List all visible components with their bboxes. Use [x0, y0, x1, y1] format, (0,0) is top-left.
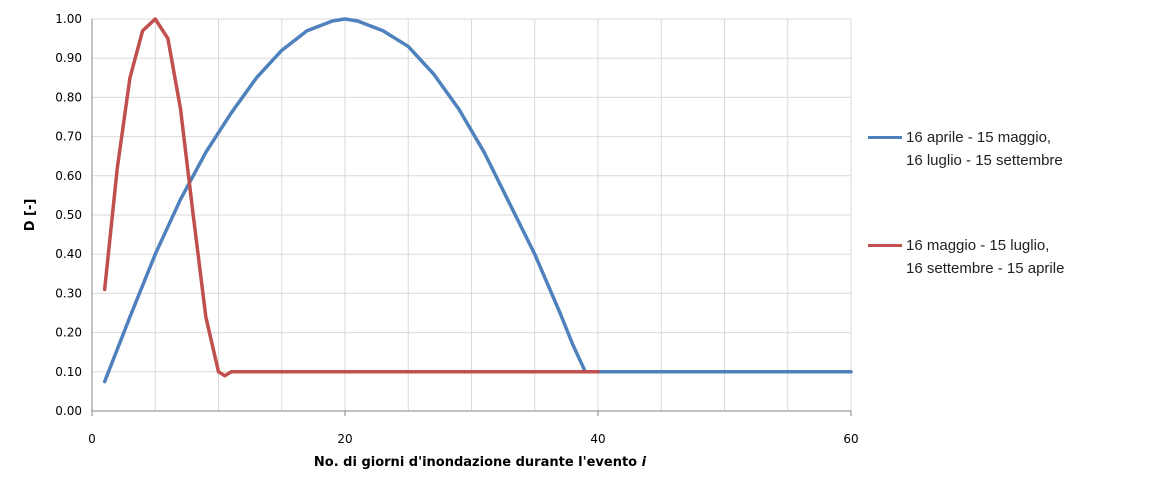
y-tick-label: 0.60	[55, 169, 82, 183]
y-tick-label: 0.10	[55, 365, 82, 379]
x-tick-label: 20	[337, 432, 352, 446]
y-tick-label: 0.20	[55, 326, 82, 340]
series-line	[102, 17, 853, 384]
series-line	[102, 17, 600, 378]
legend-item: 16 maggio - 15 luglio, 16 settembre - 15…	[868, 234, 1064, 280]
legend-swatch	[868, 136, 902, 139]
y-tick-label: 0.50	[55, 208, 82, 222]
x-label: No. di giorni d'inondazione durante l'ev…	[314, 455, 637, 470]
x-tick-label: 60	[843, 432, 858, 446]
x-label-var: i	[642, 455, 647, 470]
y-tick-label: 0.90	[55, 51, 82, 65]
legend-swatch	[868, 244, 902, 247]
legend-item: 16 aprile - 15 maggio, 16 luglio - 15 se…	[868, 126, 1063, 172]
x-tick-label: 0	[88, 432, 96, 446]
y-tick-label: 0.80	[55, 90, 82, 104]
y-tick-label: 0.30	[55, 286, 82, 300]
y-tick-label: 0.00	[55, 404, 82, 418]
y-tick-label: 0.40	[55, 247, 82, 261]
legend-label: 16 maggio - 15 luglio, 16 settembre - 15…	[906, 237, 1065, 277]
y-tick-label: 1.00	[55, 12, 82, 26]
x-axis-title: No. di giorni d'inondazione durante l'ev…	[314, 455, 647, 470]
legend-label: 16 aprile - 15 maggio, 16 luglio - 15 se…	[906, 129, 1063, 169]
y-axis-title: D [-]	[23, 199, 38, 232]
y-tick-label: 0.70	[55, 130, 82, 144]
x-tick-label: 40	[590, 432, 605, 446]
